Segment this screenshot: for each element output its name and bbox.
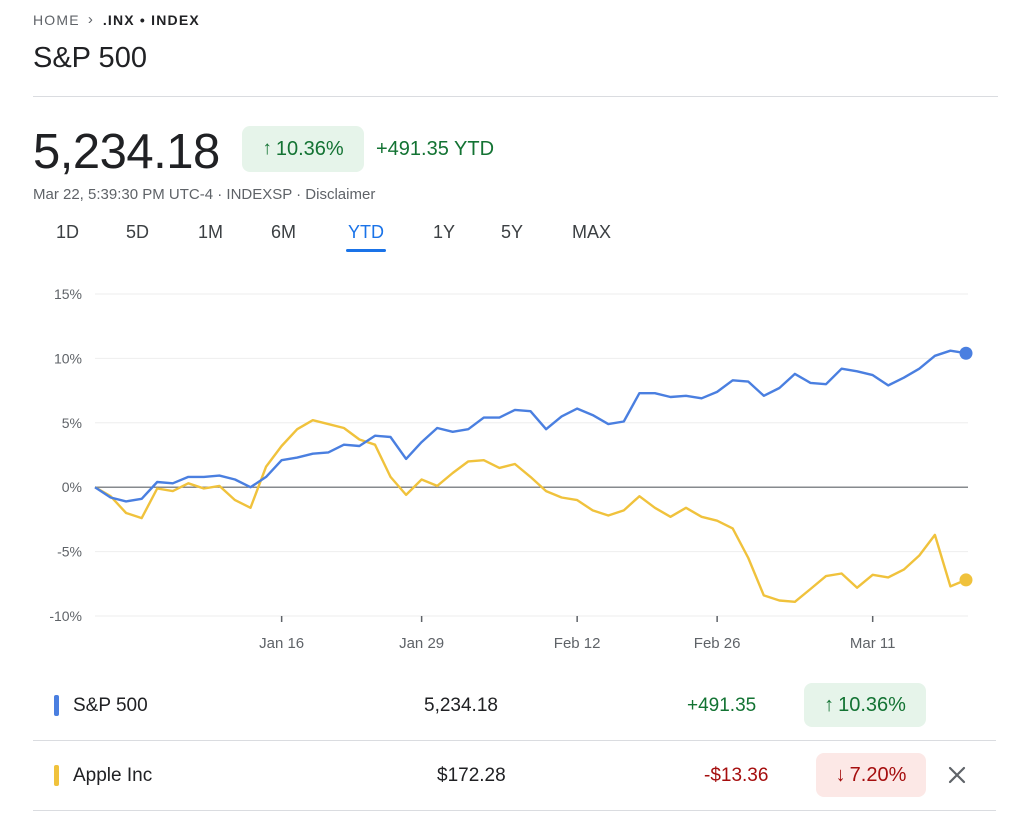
current-price: 5,234.18 [33, 125, 220, 179]
comparison-row-sp500[interactable]: S&P 500 5,234.18 +491.35 ↑ 10.36% [33, 675, 996, 735]
ytd-change: +491.35 YTD [376, 138, 495, 160]
tab-max[interactable]: MAX [572, 222, 611, 243]
row-change: +491.35 [687, 695, 757, 716]
arrow-up-icon: ↑ [824, 693, 835, 716]
series-endpoint-apple-inc [959, 573, 973, 587]
page-title: S&P 500 [33, 42, 147, 74]
y-tick-label: 5% [62, 415, 82, 431]
tab-ytd[interactable]: YTD [346, 222, 386, 252]
price-chart[interactable]: 15% 10% 5% 0% -5% -10% Jan 16 Jan 29 Feb 12 Feb 2… [0, 270, 1024, 662]
series-endpoint-s-p-500 [959, 346, 973, 360]
x-tick-label: Jan 29 [399, 635, 444, 652]
divider [33, 810, 996, 811]
tab-label: 1D [56, 222, 80, 242]
row-change: -$13.36 [704, 765, 769, 786]
x-tick-label: Feb 26 [694, 635, 741, 652]
chevron-right-icon: › [87, 11, 93, 28]
tab-5y[interactable]: 5Y [501, 222, 523, 243]
breadcrumb-current: .INX • INDEX [102, 11, 200, 28]
arrow-down-icon: ↓ [835, 763, 846, 786]
row-percent: 10.36% [838, 693, 906, 716]
x-tick-label: Mar 11 [850, 635, 896, 652]
series-color-swatch [54, 695, 59, 716]
percent-change-value: 10.36% [275, 137, 344, 160]
comparison-row-apple[interactable]: Apple Inc $172.28 -$13.36 ↓ 7.20% [33, 745, 996, 805]
quote-meta: Mar 22, 5:39:30 PM UTC-4 · INDEXSP · Dis… [33, 186, 376, 203]
row-name: S&P 500 [73, 695, 148, 716]
tab-5d[interactable]: 5D [126, 222, 149, 243]
y-tick-label: 0% [62, 479, 82, 495]
breadcrumb-home[interactable]: HOME [33, 11, 80, 28]
active-tab-indicator [346, 249, 386, 252]
tab-label: 1M [198, 222, 224, 242]
row-percent: 7.20% [849, 763, 907, 786]
row-percent-badge: ↓ 7.20% [816, 753, 926, 797]
series-line-apple-inc [94, 419, 967, 603]
divider [33, 740, 996, 741]
tab-label: YTD [348, 222, 384, 242]
row-name: Apple Inc [73, 765, 153, 786]
y-tick-label: -10% [49, 608, 82, 624]
divider [33, 96, 998, 97]
range-tabs: 1D 5D 1M 6M YTD 1Y 5Y MAX [0, 222, 700, 256]
y-tick-label: -5% [57, 544, 82, 560]
breadcrumb: HOME › .INX • INDEX [33, 11, 200, 28]
row-percent-badge: ↑ 10.36% [804, 683, 926, 727]
x-tick-label: Feb 12 [554, 635, 601, 652]
tab-label: 5Y [501, 222, 524, 242]
row-value: 5,234.18 [424, 695, 498, 716]
tab-1d[interactable]: 1D [56, 222, 79, 243]
percent-change-badge: ↑ 10.36% [242, 126, 364, 172]
tab-label: 6M [271, 222, 297, 242]
tab-label: 1Y [433, 222, 456, 242]
tab-label: MAX [572, 222, 612, 242]
y-tick-label: 15% [54, 286, 82, 302]
tab-label: 5D [126, 222, 150, 242]
arrow-up-icon: ↑ [262, 138, 272, 159]
series-line-s-p-500 [94, 349, 967, 503]
tab-1m[interactable]: 1M [198, 222, 223, 243]
series-color-swatch [54, 765, 59, 786]
y-tick-label: 10% [54, 350, 82, 366]
close-icon[interactable] [945, 763, 969, 787]
x-tick-label: Jan 16 [259, 635, 304, 652]
row-value: $172.28 [437, 765, 506, 786]
tab-6m[interactable]: 6M [271, 222, 296, 243]
tab-1y[interactable]: 1Y [433, 222, 455, 243]
